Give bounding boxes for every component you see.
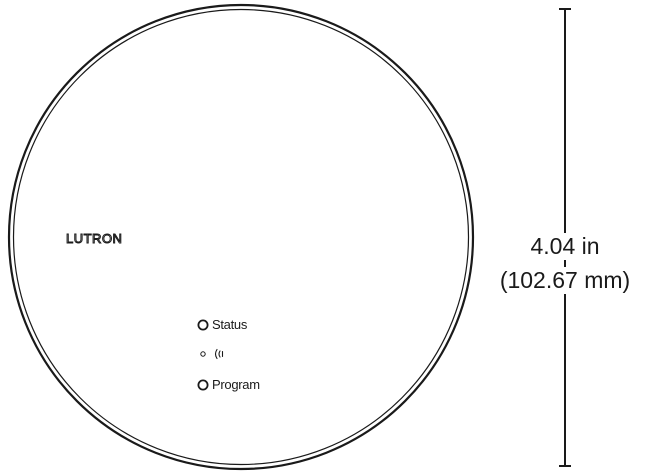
dimension-millimeters: (102.67 mm) <box>483 267 647 294</box>
program-label: Program <box>212 377 260 392</box>
device-inner-ring <box>12 8 470 466</box>
sensor-dot-icon <box>200 351 206 357</box>
status-label: Status <box>212 317 248 332</box>
device-outer-ring <box>7 3 475 471</box>
brand-logo: LUTRON <box>65 231 123 246</box>
program-led-icon <box>197 379 209 391</box>
status-led-icon <box>197 319 209 331</box>
dimension-inches: 4.04 in <box>515 233 615 260</box>
wireless-signal-icon <box>214 348 224 360</box>
